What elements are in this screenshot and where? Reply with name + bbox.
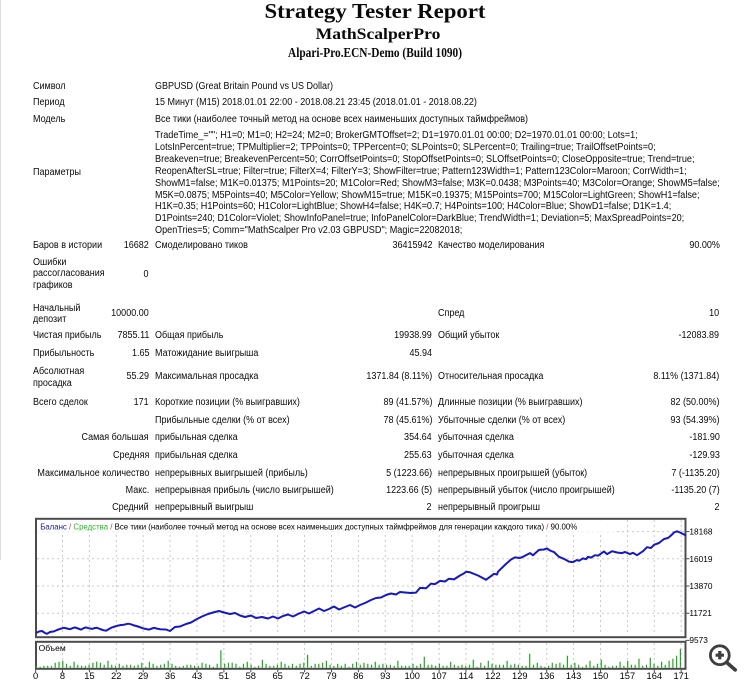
svg-text:9573: 9573	[689, 635, 708, 645]
svg-text:129: 129	[512, 671, 528, 681]
svg-text:150: 150	[593, 671, 609, 681]
svg-text:16019: 16019	[689, 554, 712, 564]
svg-text:36: 36	[165, 671, 175, 681]
svg-text:72: 72	[299, 671, 309, 681]
svg-text:122: 122	[485, 671, 501, 681]
svg-text:107: 107	[431, 671, 447, 681]
svg-text:58: 58	[246, 671, 256, 681]
svg-text:136: 136	[539, 671, 555, 681]
svg-text:15: 15	[84, 671, 94, 681]
svg-text:11721: 11721	[689, 608, 712, 618]
svg-text:164: 164	[647, 671, 663, 681]
svg-text:79: 79	[326, 671, 336, 681]
svg-text:18168: 18168	[689, 527, 712, 537]
svg-text:13870: 13870	[689, 581, 712, 591]
svg-text:22: 22	[111, 671, 121, 681]
svg-text:171: 171	[673, 671, 689, 681]
svg-text:100: 100	[404, 671, 420, 681]
svg-text:93: 93	[380, 671, 390, 681]
svg-text:Баланс / Средства / Все тики (: Баланс / Средства / Все тики (наиболее т…	[40, 521, 577, 531]
svg-text:8: 8	[60, 671, 65, 681]
svg-text:51: 51	[219, 671, 229, 681]
svg-text:114: 114	[459, 671, 474, 681]
svg-text:29: 29	[138, 671, 148, 681]
svg-text:Объем: Объем	[39, 643, 66, 653]
svg-text:43: 43	[192, 671, 202, 681]
svg-text:143: 143	[566, 671, 582, 681]
svg-text:65: 65	[273, 671, 283, 681]
svg-text:157: 157	[620, 671, 636, 681]
svg-text:86: 86	[353, 671, 363, 681]
svg-text:0: 0	[33, 671, 38, 681]
